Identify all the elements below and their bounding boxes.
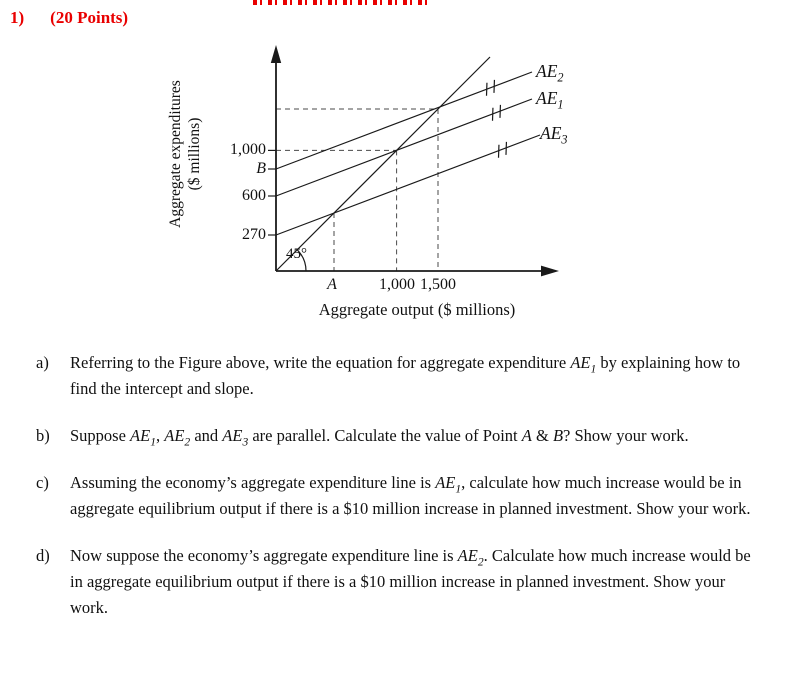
figure-canvas (268, 45, 559, 277)
question-b-label: b) (36, 426, 50, 445)
dashed-guides (276, 108, 439, 271)
ae2-label: AE2 (536, 61, 564, 85)
x-axis-title: Aggregate output ($ millions) (318, 300, 516, 319)
question-a-label: a) (36, 353, 49, 372)
question-c-label: c) (36, 473, 49, 492)
question-b-text: Suppose AE1, AE2 and AE3 are parallel. C… (70, 426, 689, 449)
points-label: (20 Points) (50, 8, 129, 27)
question-number: 1) (10, 8, 25, 27)
y-tick-1000: 1,000 (230, 141, 266, 158)
x-tick-1500: 1,500 (420, 276, 456, 293)
y-axis-arrow (270, 45, 282, 63)
question-d-text: Now suppose the economy’s aggregate expe… (70, 546, 751, 617)
y-tick-270: 270 (242, 226, 266, 243)
aggregate-expenditure-figure: Aggregate expenditures ($ millions) Aggr… (160, 42, 600, 334)
forty-five-degree-line (275, 56, 491, 272)
y-tick-B: B (256, 160, 266, 177)
angle-label: 45° (286, 246, 307, 262)
clipped-header-text-fragment (253, 0, 429, 5)
ae1-line (275, 98, 533, 197)
parallel-hatch-ae1 (491, 104, 502, 121)
question-a-text: Referring to the Figure above, write the… (70, 353, 741, 398)
question-heading: 1) (20 Points) (10, 8, 128, 28)
axes (268, 45, 559, 277)
parallel-hatch-ae2 (485, 79, 496, 96)
y-tick-600: 600 (242, 187, 266, 204)
ae-lines (275, 71, 541, 236)
question-d: d) Now suppose the economy’s aggregate e… (36, 543, 758, 621)
question-c-text: Assuming the economy’s aggregate expendi… (70, 473, 751, 518)
angle-arc (296, 249, 307, 272)
question-a: a) Referring to the Figure above, write … (36, 350, 758, 402)
question-c: c) Assuming the economy’s aggregate expe… (36, 470, 758, 522)
ae3-line (275, 134, 541, 236)
ae1-label: AE1 (536, 88, 564, 112)
x-axis-arrow (541, 265, 559, 277)
y-axis-title-line1: Aggregate expenditures (167, 80, 184, 228)
parallel-hatch-ae3 (497, 141, 508, 158)
questions-list: a) Referring to the Figure above, write … (36, 350, 758, 642)
question-d-label: d) (36, 546, 50, 565)
x-tick-A: A (327, 276, 337, 293)
x-tick-1000: 1,000 (379, 276, 415, 293)
question-b: b) Suppose AE1, AE2 and AE3 are parallel… (36, 423, 758, 449)
ae2-line (275, 71, 533, 170)
ae3-label: AE3 (540, 123, 568, 147)
